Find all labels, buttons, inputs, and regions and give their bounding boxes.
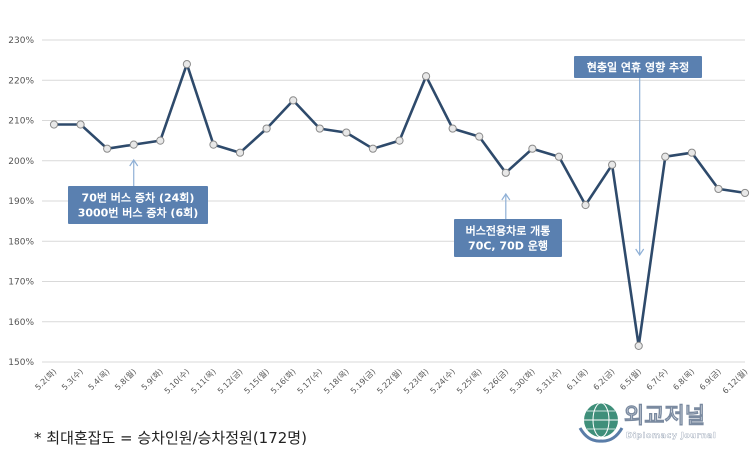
annotation-box — [454, 219, 562, 257]
data-point — [421, 72, 431, 81]
y-tick-label: 220% — [8, 76, 34, 86]
x-tick-label: 6.5(월) — [617, 366, 643, 392]
annotations: 70번 버스 증차 (24회)3000번 버스 증차 (6회) 버스전용차로 개통… — [68, 56, 702, 257]
x-tick-label: 5.19(금) — [349, 367, 378, 396]
data-point — [714, 184, 723, 194]
data-point — [289, 96, 298, 105]
data-point — [554, 152, 564, 161]
data-point — [581, 200, 590, 210]
annotation-text: 3000번 버스 증차 (6회) — [78, 206, 199, 220]
data-point — [501, 168, 510, 177]
annotation-box — [68, 186, 208, 224]
data-point — [49, 120, 59, 129]
x-tick-label: 5.16(화) — [269, 367, 298, 396]
annotation-text: 70번 버스 증차 (24회) — [82, 191, 195, 205]
logo-title: 외교저널 — [624, 404, 705, 429]
x-tick-label: 6.8(목) — [671, 367, 696, 392]
y-tick-label: 200% — [8, 157, 34, 167]
logo: 외교저널 Diplomacy Journal — [578, 402, 716, 443]
y-tick-label: 160% — [8, 318, 34, 328]
y-tick-label: 230% — [8, 36, 34, 46]
x-tick-label: 5.12(금) — [216, 367, 245, 396]
x-tick-label: 5.8(월) — [112, 366, 138, 392]
x-tick-label: 5.15(월) — [242, 366, 271, 395]
x-tick-label: 6.9(금) — [698, 367, 723, 392]
series-points — [49, 60, 750, 350]
hands-icon — [578, 427, 624, 443]
data-point — [129, 140, 138, 149]
x-tick-label: 5.24(수) — [428, 367, 457, 396]
y-axis-ticks: 150% 160% 170% 180% 190% 200% 210% 220% 230% — [8, 36, 34, 368]
logo-subtitle: Diplomacy Journal — [626, 431, 716, 440]
annotation-callout: 현충일 연휴 영향 추정 — [574, 56, 702, 257]
x-tick-label: 5.25(목) — [455, 367, 484, 396]
data-point — [262, 124, 271, 133]
data-point — [182, 60, 191, 69]
x-tick-label: 5.11(목) — [189, 367, 218, 396]
annotation-text: 버스전용차로 개통 — [466, 224, 551, 238]
x-tick-label: 6.7(수) — [645, 367, 670, 392]
data-point — [235, 148, 245, 157]
data-point — [315, 124, 324, 133]
x-tick-label: 5.26(금) — [482, 367, 511, 396]
annotation-box — [574, 56, 702, 78]
x-tick-label: 5.22(월) — [375, 366, 404, 395]
y-tick-label: 190% — [8, 197, 34, 207]
x-tick-label: 6.1(목) — [565, 367, 590, 392]
x-tick-label: 5.9(화) — [140, 367, 165, 392]
y-tick-label: 150% — [8, 358, 34, 368]
y-tick-label: 210% — [8, 117, 34, 127]
data-point — [103, 144, 112, 153]
x-tick-label: 5.23(화) — [402, 367, 431, 396]
data-point — [395, 136, 404, 145]
x-tick-label: 5.10(수) — [163, 367, 192, 396]
y-tick-label: 180% — [8, 237, 34, 247]
data-point — [687, 148, 696, 157]
data-point — [448, 124, 457, 133]
x-tick-label: 5.4(목) — [87, 367, 112, 392]
data-point — [634, 341, 643, 350]
x-tick-label: 5.30(화) — [508, 367, 537, 396]
arrow-head-icon — [501, 192, 511, 201]
annotation-callout: 70번 버스 증차 (24회)3000번 버스 증차 (6회) — [68, 158, 208, 224]
x-tick-label: 5.17(수) — [296, 367, 325, 396]
x-tick-label: 5.18(목) — [322, 367, 351, 396]
data-point — [209, 140, 218, 149]
data-point — [342, 128, 351, 137]
annotation-text: 70C, 70D 운행 — [468, 239, 548, 253]
data-point — [76, 120, 85, 129]
x-tick-label: 6.2(금) — [592, 367, 617, 392]
x-axis-ticks: 5.2(화) 5.3(수) 5.4(목) 5.8(월) 5.9(화)5.10(수)5.1… — [33, 366, 749, 395]
data-point — [661, 152, 670, 161]
data-point — [156, 136, 165, 145]
arrow-head-icon — [635, 248, 645, 257]
x-tick-label: 5.31(수) — [535, 367, 564, 396]
y-tick-label: 170% — [8, 278, 34, 288]
x-tick-label: 6.12(월) — [720, 366, 749, 395]
arrow-head-icon — [129, 158, 139, 167]
data-point — [608, 160, 617, 169]
x-tick-label: 5.2(화) — [33, 367, 58, 392]
data-point — [528, 144, 537, 153]
footnote: * 최대혼잡도 = 승차인원/승차정원(172명) — [34, 429, 307, 447]
x-tick-label: 5.3(수) — [60, 367, 85, 392]
data-point — [740, 188, 750, 198]
data-point — [368, 144, 378, 153]
data-point — [475, 132, 484, 141]
annotation-text: 현충일 연휴 영향 추정 — [587, 60, 690, 74]
